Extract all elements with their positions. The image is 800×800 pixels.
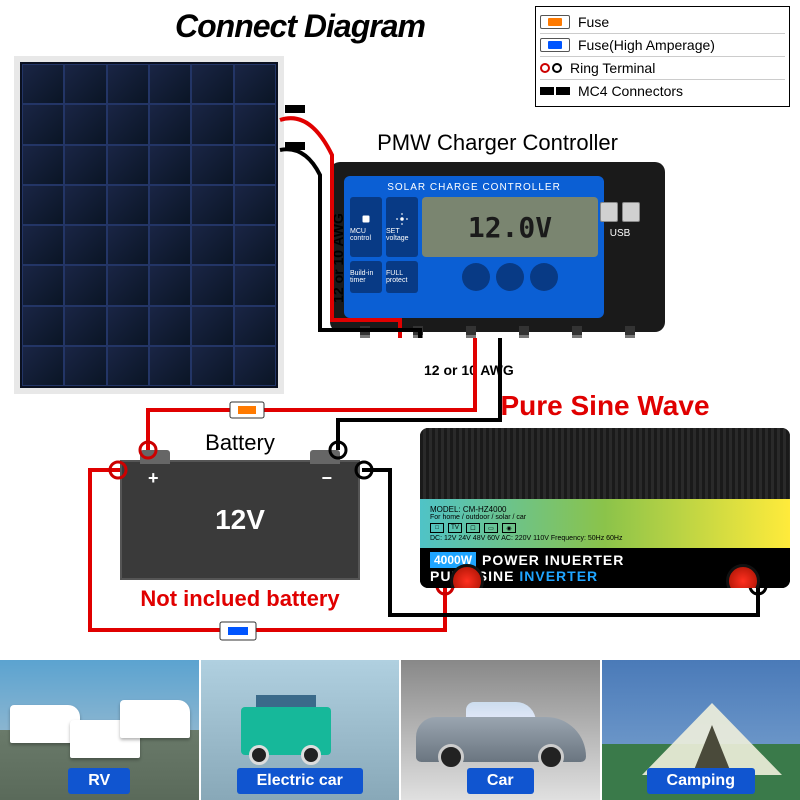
controller-btn-mcu: MCU control (350, 197, 382, 257)
gallery-label: RV (68, 768, 130, 794)
application-gallery: RV Electric car Car Camping (0, 660, 800, 800)
legend-ring: Ring Terminal (540, 56, 785, 79)
ring-terminal-icon (540, 63, 562, 73)
battery-area: Battery + − 12V Not inclued battery (120, 430, 360, 612)
solar-panel (14, 56, 284, 394)
gallery-car: Car (401, 660, 600, 800)
minus-icon: − (321, 468, 332, 489)
inverter-line1: POWER INUERTER (482, 552, 624, 568)
gallery-label: Camping (647, 768, 755, 794)
wire-gauge-label: 12 or 10 AWG (330, 213, 346, 303)
tent-icon (642, 690, 782, 775)
inverter-spec: DC: 12V 24V 48V 60V AC: 220V 110V Freque… (430, 535, 780, 542)
controller-header: SOLAR CHARGE CONTROLLER (350, 182, 598, 193)
legend-label: Fuse (578, 14, 609, 30)
controller-nav-btn (530, 263, 558, 291)
gallery-camping: Camping (602, 660, 800, 800)
controller-btn-protect: FULL protect (386, 261, 418, 293)
inverter-area: Pure Sine Wave MODEL: CM-HZ4000 For home… (420, 390, 790, 588)
charge-controller: SOLAR CHARGE CONTROLLER MCU control SET … (330, 162, 665, 332)
controller-btn-timer: Build-in timer (350, 261, 382, 293)
legend-label: Fuse(High Amperage) (578, 37, 715, 53)
usb-label: USB (595, 228, 645, 239)
battery-terminal-neg (310, 450, 340, 464)
power-inverter: MODEL: CM-HZ4000 For home / outdoor / so… (420, 428, 790, 588)
legend-label: Ring Terminal (570, 60, 655, 76)
fuse-orange-icon (540, 15, 570, 29)
legend: Fuse Fuse(High Amperage) Ring Terminal M… (535, 6, 790, 107)
inverter-model: MODEL: CM-HZ4000 (430, 505, 780, 514)
controller-nav-btn (496, 263, 524, 291)
gallery-label: Car (467, 768, 534, 794)
legend-label: MC4 Connectors (578, 83, 683, 99)
battery: + − 12V (120, 460, 360, 580)
charge-controller-area: PMW Charger Controller SOLAR CHARGE CONT… (330, 130, 665, 332)
gallery-rv: RV (0, 660, 199, 800)
controller-nav-btn (462, 263, 490, 291)
wire-gauge-label: 12 or 10 AWG (424, 362, 514, 378)
page-title: Connect Diagram (175, 8, 425, 45)
rv-icon (120, 700, 190, 738)
plus-icon: + (148, 468, 159, 489)
electric-car-icon (241, 695, 361, 765)
gallery-electric-car: Electric car (201, 660, 400, 800)
controller-terminals (360, 326, 635, 338)
car-icon (416, 700, 586, 770)
legend-mc4: MC4 Connectors (540, 79, 785, 102)
controller-btn-set: SET voltage (386, 197, 418, 257)
inverter-title: Pure Sine Wave (420, 390, 790, 422)
battery-terminal-pos (140, 450, 170, 464)
usb-port-icon (622, 202, 640, 222)
inverter-device-icons: □TV☐▭◉ (430, 523, 780, 533)
battery-note: Not inclued battery (120, 586, 360, 612)
mc4-icon (540, 87, 570, 95)
controller-label: PMW Charger Controller (330, 130, 665, 156)
controller-lcd: 12.0V (422, 197, 598, 257)
legend-fuse: Fuse (540, 11, 785, 33)
fuse-blue-icon (540, 38, 570, 52)
usb-port-icon (600, 202, 618, 222)
legend-fuse-high: Fuse(High Amperage) (540, 33, 785, 56)
battery-voltage: 12V (215, 504, 265, 536)
usb-area: USB (595, 202, 645, 239)
gallery-label: Electric car (237, 768, 363, 794)
inverter-subtitle: For home / outdoor / solar / car (430, 514, 780, 521)
